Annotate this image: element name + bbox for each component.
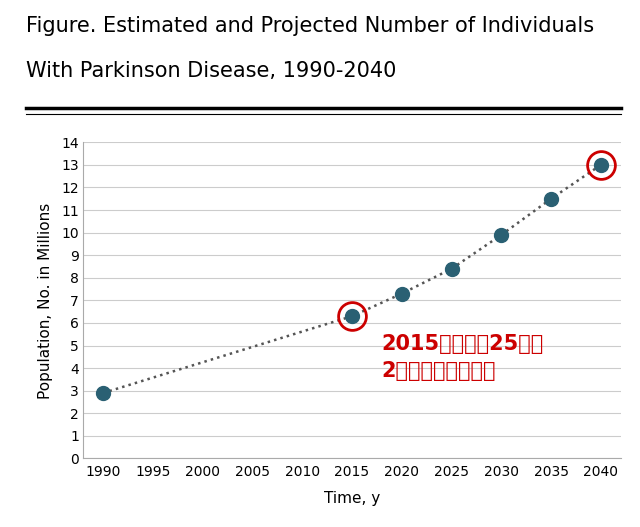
Text: 2015年からの25年で
2倍以上に増加する: 2015年からの25年で 2倍以上に増加する: [382, 334, 544, 380]
Y-axis label: Population, No. in Millions: Population, No. in Millions: [38, 202, 53, 398]
X-axis label: Time, y: Time, y: [324, 491, 380, 505]
Text: With Parkinson Disease, 1990-2040: With Parkinson Disease, 1990-2040: [26, 61, 396, 81]
Text: Figure. Estimated and Projected Number of Individuals: Figure. Estimated and Projected Number o…: [26, 16, 594, 36]
